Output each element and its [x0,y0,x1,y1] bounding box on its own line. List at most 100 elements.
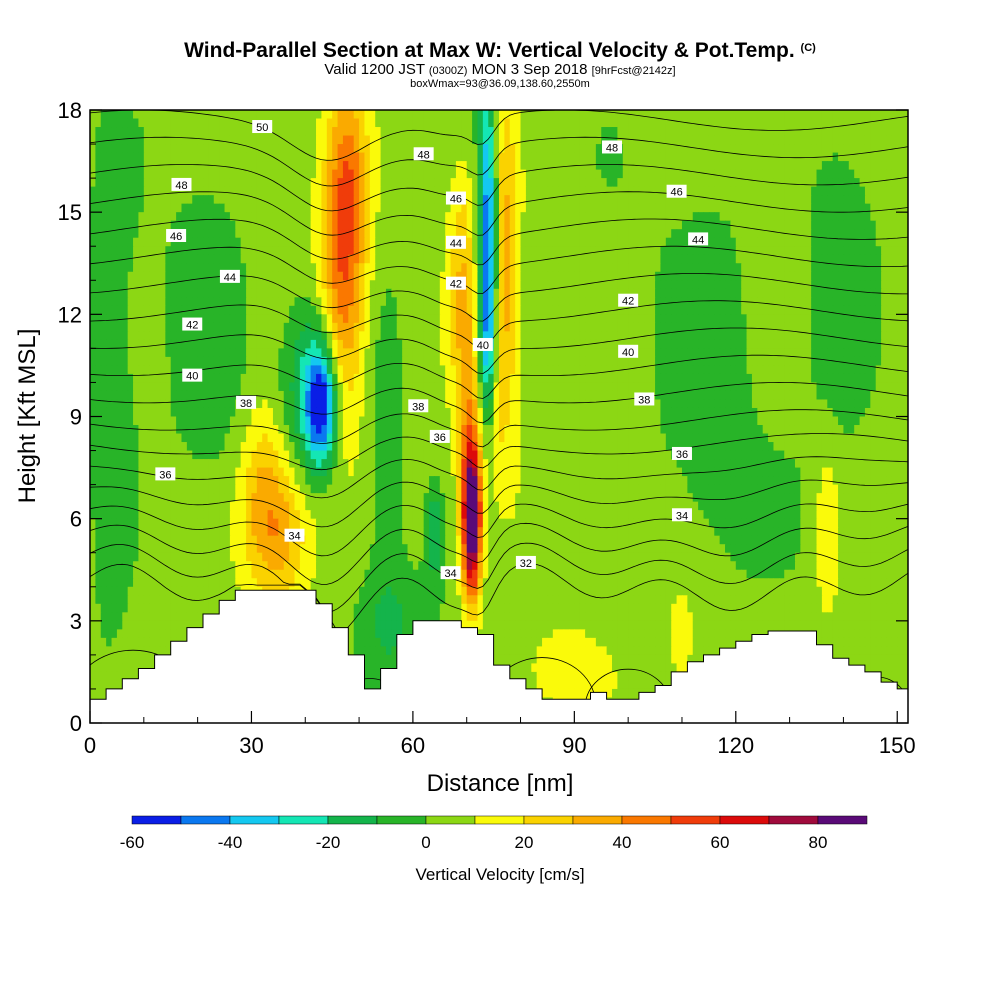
velocity-cell [531,127,538,137]
velocity-cell [106,229,113,239]
velocity-cell [353,348,360,358]
velocity-cell [520,203,527,213]
velocity-cell [90,169,96,179]
velocity-cell [450,186,457,196]
velocity-cell [778,135,785,145]
velocity-cell [708,118,715,128]
velocity-cell [881,195,888,205]
velocity-cell [95,178,102,188]
velocity-cell [881,271,888,281]
velocity-cell [310,246,317,256]
velocity-cell [278,314,285,324]
velocity-cell [773,127,780,137]
velocity-cell [429,356,436,367]
velocity-cell [299,220,306,230]
velocity-cell [552,220,559,230]
velocity-cell [321,195,328,205]
velocity-cell [369,305,376,315]
velocity-cell [203,305,209,315]
velocity-cell [665,322,672,332]
velocity-cell [186,152,193,162]
velocity-cell [412,297,419,307]
velocity-cell [558,348,565,358]
velocity-cell [326,229,333,239]
velocity-cell [725,305,732,315]
velocity-cell [455,314,462,324]
velocity-cell [595,339,602,349]
velocity-cell [262,373,269,384]
velocity-cell [708,263,715,273]
velocity-cell [725,288,732,298]
velocity-cell [708,237,715,247]
velocity-cell [213,263,220,273]
velocity-cell [342,229,349,239]
velocity-cell [466,305,473,315]
velocity-cell [811,271,818,281]
velocity-cell [299,195,306,205]
velocity-cell [149,373,156,384]
velocity-cell [768,314,775,324]
velocity-cell [848,263,855,273]
velocity-cell [176,339,183,349]
velocity-cell [138,203,145,213]
velocity-cell [762,305,769,315]
velocity-cell [827,110,834,120]
velocity-cell [762,220,769,230]
velocity-cell [558,110,565,120]
velocity-cell [359,271,366,281]
velocity-cell [375,212,382,222]
velocity-cell [504,280,511,290]
velocity-cell [499,288,505,298]
velocity-cell [816,314,823,324]
velocity-cell [100,212,107,222]
velocity-cell [838,135,845,145]
velocity-cell [671,254,678,264]
velocity-cell [391,161,398,171]
velocity-cell [246,152,253,162]
velocity-cell [687,322,694,332]
velocity-cell [445,135,452,145]
velocity-cell [364,135,371,145]
velocity-cell [870,271,877,281]
velocity-cell [692,110,699,120]
velocity-cell [466,373,473,384]
velocity-cell [186,110,193,120]
velocity-cell [665,263,672,273]
velocity-cell [751,195,758,205]
velocity-cell [283,271,290,281]
velocity-cell [902,195,908,205]
velocity-cell [445,144,452,154]
box-info: boxWmax=93@36.09,138.60,2550m [410,78,590,90]
velocity-cell [585,135,592,145]
velocity-cell [698,365,705,375]
velocity-cell [170,203,177,213]
velocity-cell [154,348,161,358]
velocity-cell [897,280,904,290]
velocity-cell [369,152,376,162]
velocity-cell [439,118,446,128]
velocity-cell [800,135,807,145]
velocity-cell [359,263,366,273]
velocity-cell [746,254,753,264]
velocity-cell [466,110,473,120]
velocity-cell [100,314,107,324]
velocity-cell [299,118,306,128]
velocity-cell [359,331,366,341]
velocity-cell [369,280,376,290]
velocity-cell [708,339,715,349]
velocity-cell [396,110,403,120]
velocity-cell [558,314,565,324]
velocity-cell [848,246,855,256]
velocity-cell [418,314,425,324]
velocity-cell [240,373,247,384]
velocity-cell [445,322,452,332]
velocity-cell [337,229,344,239]
velocity-cell [321,314,328,324]
velocity-cell [455,339,462,349]
velocity-cell [332,382,339,392]
velocity-cell [531,186,538,196]
velocity-cell [391,288,398,298]
velocity-cell [170,373,177,384]
velocity-cell [714,212,721,222]
velocity-cell [703,365,710,375]
